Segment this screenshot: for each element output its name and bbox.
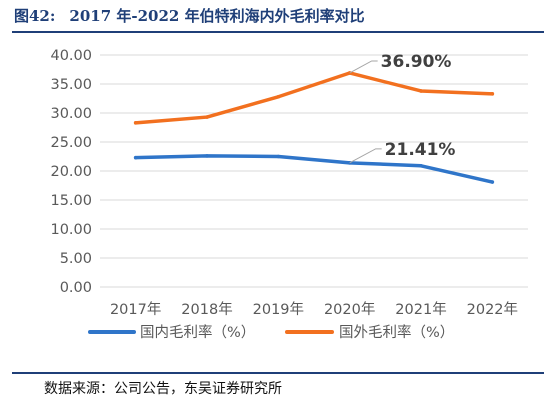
x-tick-label: 2021年 [395, 301, 446, 318]
x-tick-label: 2019年 [253, 301, 304, 318]
x-tick-label: 2017年 [110, 301, 161, 318]
y-tick-label: 35.00 [50, 77, 92, 93]
x-tick-label: 2018年 [181, 301, 232, 318]
legend-label: 国内毛利率（%） [140, 324, 255, 341]
data-point [276, 94, 281, 99]
series-line [133, 154, 495, 184]
data-point [205, 115, 209, 119]
data-label: 21.41% [385, 140, 456, 160]
data-point [419, 89, 423, 93]
data-point [490, 92, 495, 96]
x-tick-label: 2020年 [324, 301, 375, 318]
x-tick-label: 2022年 [467, 301, 518, 318]
data-point [419, 163, 423, 168]
y-tick-label: 20.00 [50, 164, 92, 180]
bottom-rule [12, 372, 544, 374]
y-tick-label: 10.00 [50, 222, 92, 238]
series-line [133, 71, 495, 125]
y-tick-label: 0.00 [60, 280, 92, 296]
data-point [276, 154, 281, 159]
figure-title: 图42: 2017 年-2022 年伯特利海内外毛利率对比 [14, 2, 365, 30]
data-point [490, 180, 495, 184]
figure-number: 图42: [14, 7, 56, 25]
annotation-leader [349, 148, 382, 164]
legend-label: 国外毛利率（%） [339, 324, 454, 341]
data-point [133, 121, 138, 125]
data-point [133, 155, 138, 160]
source-note: 数据来源：公司公告，东吴证券研究所 [44, 381, 282, 397]
data-label: 36.90% [381, 52, 452, 72]
data-point [205, 154, 209, 158]
y-tick-label: 40.00 [50, 48, 92, 64]
annotation-leader [349, 60, 378, 74]
y-tick-label: 30.00 [50, 106, 92, 122]
y-tick-label: 25.00 [50, 135, 92, 151]
figure-title-text: 2017 年-2022 年伯特利海内外毛利率对比 [69, 7, 365, 25]
y-tick-label: 5.00 [60, 251, 92, 267]
top-rule [12, 31, 544, 33]
y-tick-label: 15.00 [50, 193, 92, 209]
